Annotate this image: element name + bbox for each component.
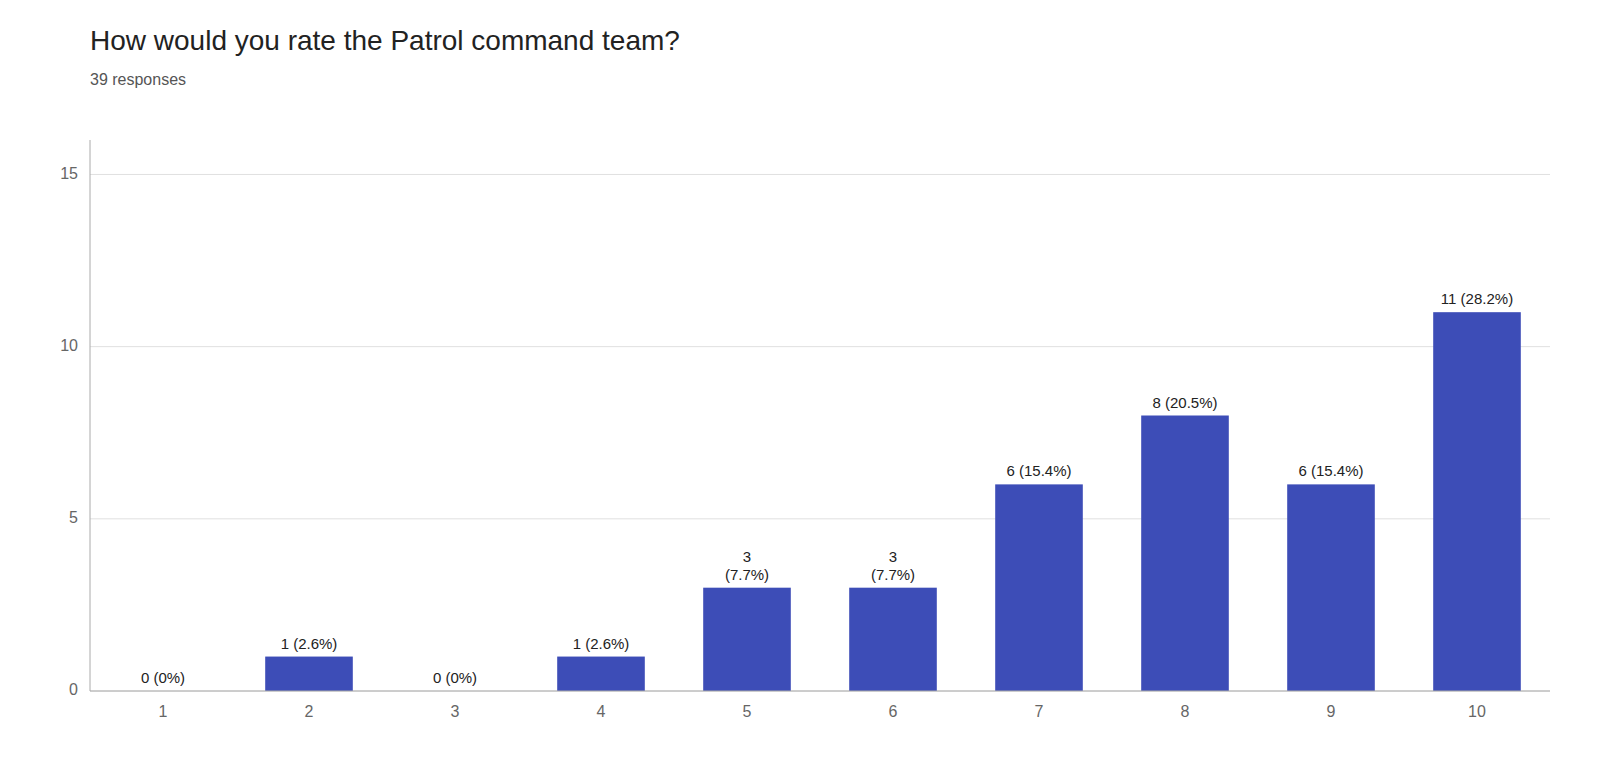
data-label: 11 (28.2%) (1441, 290, 1513, 307)
data-label-line: 6 (15.4%) (1298, 462, 1363, 479)
data-label: 6 (15.4%) (1006, 462, 1071, 479)
chart-svg: How would you rate the Patrol command te… (0, 0, 1600, 761)
x-tick-label: 5 (743, 703, 752, 720)
bar (995, 484, 1083, 691)
x-tick-label: 7 (1035, 703, 1044, 720)
x-tick-label: 3 (451, 703, 460, 720)
y-tick-label: 10 (60, 337, 78, 354)
x-tick-label: 1 (159, 703, 168, 720)
data-label-line: 3 (743, 548, 751, 565)
x-tick-label: 10 (1468, 703, 1486, 720)
x-tick-label: 4 (597, 703, 606, 720)
bar (1141, 416, 1229, 692)
bar (1287, 484, 1375, 691)
grid-line (90, 691, 1550, 692)
data-label-line: 3 (889, 548, 897, 565)
bars (265, 312, 1521, 691)
data-label: 8 (20.5%) (1152, 394, 1217, 411)
data-label: 3(7.7%) (725, 548, 769, 583)
data-label-line: (7.7%) (871, 566, 915, 583)
data-label: 6 (15.4%) (1298, 462, 1363, 479)
data-label-line: 1 (2.6%) (573, 635, 630, 652)
x-tick-label: 2 (305, 703, 314, 720)
bar (557, 657, 645, 691)
data-label: 1 (2.6%) (281, 635, 338, 652)
chart-container: How would you rate the Patrol command te… (0, 0, 1600, 761)
data-label: 1 (2.6%) (573, 635, 630, 652)
data-label: 0 (0%) (433, 669, 477, 686)
data-label-line: 6 (15.4%) (1006, 462, 1071, 479)
data-label-line: 1 (2.6%) (281, 635, 338, 652)
data-label: 3(7.7%) (871, 548, 915, 583)
grid-line (90, 346, 1550, 347)
y-axis-line (90, 140, 91, 691)
grid-line (90, 174, 1550, 175)
bar (265, 657, 353, 691)
grid (90, 174, 1550, 691)
y-tick-label: 5 (69, 509, 78, 526)
x-tick-label: 6 (889, 703, 898, 720)
x-axis-line (90, 690, 1550, 691)
subtitle: 39 responses (90, 71, 186, 88)
data-label-line: 8 (20.5%) (1152, 394, 1217, 411)
bar (849, 588, 937, 691)
bar (703, 588, 791, 691)
y-tick-label: 0 (69, 681, 78, 698)
title: How would you rate the Patrol command te… (90, 25, 680, 56)
y-tick-label: 15 (60, 165, 78, 182)
data-label: 0 (0%) (141, 669, 185, 686)
data-label-line: 0 (0%) (433, 669, 477, 686)
bar (1433, 312, 1521, 691)
data-label-line: (7.7%) (725, 566, 769, 583)
data-label-line: 0 (0%) (141, 669, 185, 686)
x-tick-label: 8 (1181, 703, 1190, 720)
data-label-line: 11 (28.2%) (1441, 290, 1513, 307)
x-tick-label: 9 (1327, 703, 1336, 720)
